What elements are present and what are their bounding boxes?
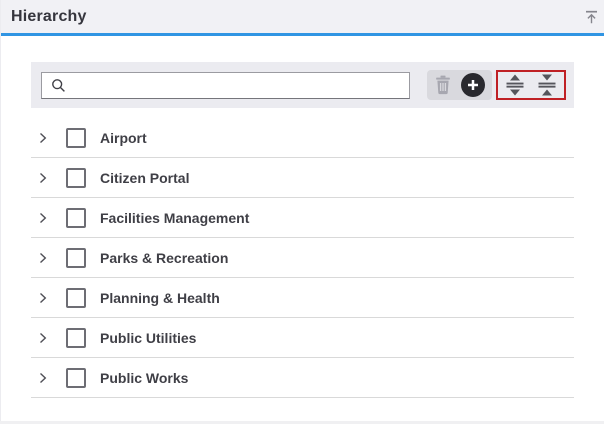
scroll-to-top-button[interactable]	[582, 9, 600, 27]
tree-toolbar	[31, 62, 574, 108]
panel-bottom-edge	[0, 421, 604, 424]
tree-item-citizen-portal[interactable]: Citizen Portal	[31, 158, 574, 198]
search-icon	[51, 78, 66, 93]
tree-item-planning-health[interactable]: Planning & Health	[31, 278, 574, 318]
delete-button[interactable]	[434, 75, 452, 95]
row-checkbox[interactable]	[66, 207, 86, 228]
row-checkbox[interactable]	[66, 247, 86, 268]
chevron-right-icon[interactable]	[39, 212, 51, 224]
tree-item-label: Citizen Portal	[100, 169, 190, 186]
add-node-button[interactable]	[461, 73, 485, 97]
tree-item-label: Public Utilities	[100, 329, 197, 346]
row-checkbox[interactable]	[66, 327, 86, 348]
panel-header: Hierarchy	[1, 0, 604, 36]
expand-all-icon	[504, 74, 526, 96]
search-input[interactable]	[73, 76, 403, 94]
tree-item-parks-recreation[interactable]: Parks & Recreation	[31, 238, 574, 278]
trash-icon	[434, 75, 452, 95]
plus-icon	[467, 79, 479, 91]
tree-item-label: Facilities Management	[100, 209, 250, 226]
hierarchy-tree: Airport Citizen Portal Facilities Manage…	[31, 118, 574, 398]
tree-item-public-utilities[interactable]: Public Utilities	[31, 318, 574, 358]
row-checkbox[interactable]	[66, 167, 86, 188]
expand-all-button[interactable]	[504, 74, 526, 96]
tree-item-label: Public Works	[100, 369, 189, 386]
tree-item-label: Planning & Health	[100, 289, 220, 306]
chevron-right-icon[interactable]	[39, 332, 51, 344]
page-title: Hierarchy	[11, 7, 87, 25]
tree-item-label: Parks & Recreation	[100, 249, 229, 266]
tree-item-label: Airport	[100, 129, 147, 146]
chevron-right-icon[interactable]	[39, 292, 51, 304]
highlight-box	[496, 70, 566, 100]
row-checkbox[interactable]	[66, 127, 86, 148]
chevron-right-icon[interactable]	[39, 132, 51, 144]
chevron-right-icon[interactable]	[39, 372, 51, 384]
row-checkbox[interactable]	[66, 287, 86, 308]
collapse-all-icon	[536, 74, 558, 96]
scroll-to-top-icon	[584, 10, 599, 25]
tree-item-facilities-management[interactable]: Facilities Management	[31, 198, 574, 238]
tree-item-public-works[interactable]: Public Works	[31, 358, 574, 398]
search-box[interactable]	[41, 71, 410, 99]
chevron-right-icon[interactable]	[39, 252, 51, 264]
collapse-all-button[interactable]	[536, 74, 558, 96]
row-checkbox[interactable]	[66, 367, 86, 388]
tree-action-group	[427, 70, 492, 100]
tree-item-airport[interactable]: Airport	[31, 118, 574, 158]
chevron-right-icon[interactable]	[39, 172, 51, 184]
